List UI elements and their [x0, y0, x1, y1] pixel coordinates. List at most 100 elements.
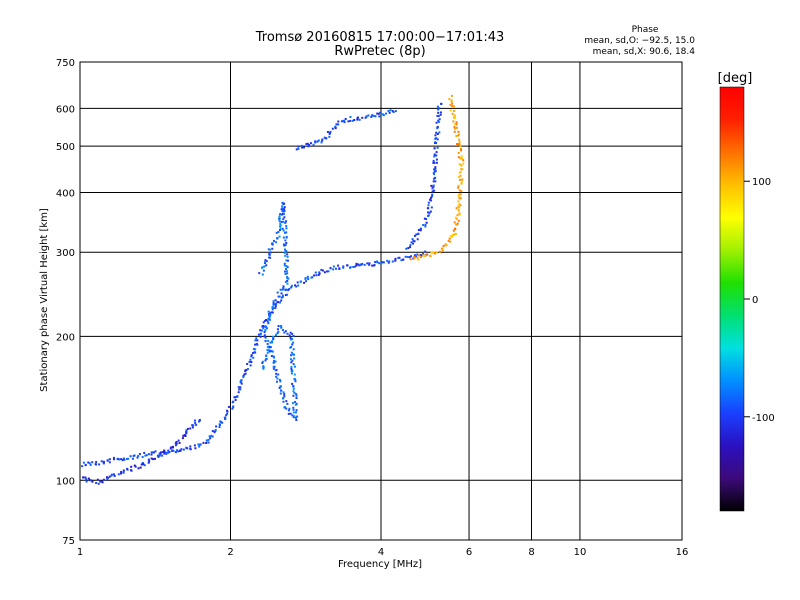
- data-point: [221, 421, 224, 424]
- data-point: [460, 190, 463, 193]
- data-point: [292, 348, 295, 351]
- data-point: [293, 378, 296, 381]
- data-point: [189, 445, 192, 448]
- data-point: [108, 458, 111, 461]
- chart-subtitle: RwPretec (8p): [334, 44, 425, 59]
- data-point: [275, 241, 278, 244]
- data-point: [290, 366, 293, 369]
- data-point: [433, 189, 436, 192]
- data-point: [432, 159, 435, 162]
- data-point: [271, 350, 274, 353]
- data-point: [147, 461, 150, 464]
- data-point: [378, 115, 381, 118]
- data-point: [283, 264, 286, 267]
- data-point: [122, 471, 125, 474]
- data-point: [276, 377, 279, 380]
- data-point: [259, 335, 262, 338]
- data-point: [278, 228, 281, 231]
- data-point: [279, 227, 282, 230]
- data-point: [266, 351, 269, 354]
- data-point: [455, 121, 458, 124]
- data-point: [281, 210, 284, 213]
- data-point: [158, 452, 161, 455]
- data-point: [238, 388, 241, 391]
- data-point: [268, 313, 271, 316]
- data-point: [436, 133, 439, 136]
- data-point: [405, 247, 408, 250]
- data-point: [300, 144, 303, 147]
- data-point: [452, 229, 455, 232]
- data-point: [409, 246, 412, 249]
- data-point: [227, 405, 230, 408]
- data-point: [458, 213, 461, 216]
- data-point: [450, 98, 453, 101]
- data-point: [282, 210, 285, 213]
- data-point: [460, 147, 463, 150]
- data-point: [342, 119, 345, 122]
- data-point: [425, 218, 428, 221]
- data-point: [265, 355, 268, 358]
- data-point: [148, 460, 151, 463]
- data-point: [452, 116, 455, 119]
- data-point: [308, 143, 311, 146]
- data-point: [268, 253, 271, 256]
- data-point: [97, 482, 100, 485]
- data-point: [329, 266, 332, 269]
- data-point: [194, 447, 197, 450]
- data-point: [278, 215, 281, 218]
- data-point: [292, 394, 295, 397]
- data-point: [290, 367, 293, 370]
- data-point: [454, 216, 457, 219]
- data-point: [236, 395, 239, 398]
- data-point: [431, 190, 434, 193]
- data-point: [397, 256, 400, 259]
- data-point: [254, 351, 257, 354]
- data-point: [282, 203, 285, 206]
- data-point: [137, 467, 140, 470]
- data-point: [455, 223, 458, 226]
- data-point: [425, 253, 428, 256]
- data-point: [273, 359, 276, 362]
- data-point: [145, 454, 148, 457]
- data-point: [458, 197, 461, 200]
- data-point: [346, 264, 349, 267]
- data-point: [240, 382, 243, 385]
- x-tick-label: 8: [528, 547, 534, 558]
- colorbar: [719, 86, 745, 512]
- data-point: [205, 439, 208, 442]
- data-point: [267, 349, 270, 352]
- y-tick-label: 200: [56, 332, 75, 343]
- data-point: [459, 170, 462, 173]
- data-point: [349, 115, 352, 118]
- grid-lines: [79, 61, 683, 541]
- data-point: [303, 146, 306, 149]
- data-point: [250, 360, 253, 363]
- data-point: [438, 118, 441, 121]
- data-point: [292, 363, 295, 366]
- data-point: [299, 280, 302, 283]
- data-point: [436, 138, 439, 141]
- data-point: [348, 266, 351, 269]
- data-point: [127, 457, 130, 460]
- data-point: [454, 227, 457, 230]
- data-point: [394, 257, 397, 260]
- data-point: [224, 416, 227, 419]
- data-point: [313, 274, 316, 277]
- data-point: [460, 180, 463, 183]
- data-point: [283, 248, 286, 251]
- colorbar-ticks: -100 0 100: [744, 177, 775, 424]
- data-point: [411, 238, 414, 241]
- data-point: [349, 119, 352, 122]
- data-point: [398, 256, 401, 259]
- data-point: [233, 396, 236, 399]
- data-point: [169, 447, 172, 450]
- data-point: [101, 481, 104, 484]
- data-point: [423, 217, 426, 220]
- y-tick-label: 75: [62, 536, 75, 547]
- data-point: [225, 414, 228, 417]
- x-tick-label: 6: [466, 547, 472, 558]
- data-point: [412, 242, 415, 245]
- data-point: [272, 367, 275, 370]
- data-point: [82, 461, 85, 464]
